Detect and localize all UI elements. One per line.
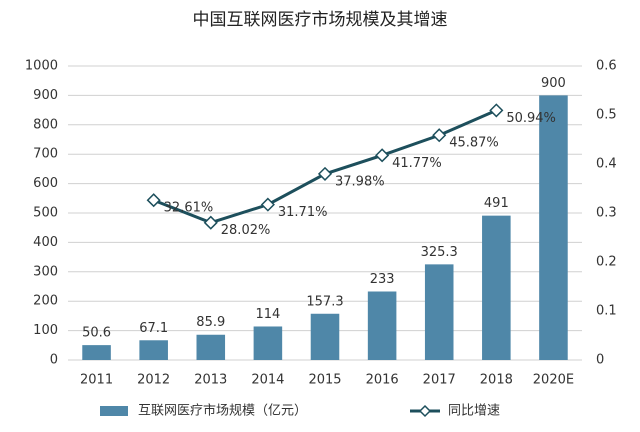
legend-swatch [100,406,128,416]
y-tick-label: 900 [33,88,58,103]
bar-value-label: 85.9 [196,315,225,330]
line-marker [432,128,447,143]
y2-tick-label: 0.5 [596,108,617,123]
bar [253,326,283,360]
y-tick-label: 700 [33,147,58,162]
y-tick-label: 0 [50,353,58,368]
x-tick-label: 2015 [308,373,341,388]
y2-tick-label: 0.3 [596,206,617,221]
bar-value-label: 325.3 [421,245,458,260]
y-tick-label: 400 [33,235,58,250]
x-tick-label: 2013 [194,373,227,388]
line-marker [260,197,275,212]
bar [139,340,168,360]
y2-tick-label: 0 [596,353,604,368]
chart-title: 中国互联网医疗市场规模及其增速 [193,10,448,30]
line-value-label: 50.94% [506,111,556,126]
line-marker [146,193,161,208]
bar [539,95,568,361]
x-tick-label: 2017 [423,373,456,388]
line-marker [489,103,504,118]
line-value-label: 32.61% [164,201,214,216]
y-tick-label: 800 [33,117,58,132]
legend-label: 同比增速 [448,404,500,419]
bar-value-label: 67.1 [139,321,168,336]
bar [196,334,226,360]
line-marker [203,215,218,230]
bar [482,215,511,360]
legend-label: 互联网医疗市场规模（亿元） [138,403,307,419]
y2-tick-label: 0.4 [596,157,617,172]
legend-marker [418,404,432,418]
bar [310,313,340,360]
y-tick-label: 300 [33,264,58,279]
x-tick-label: 2012 [137,373,170,388]
y-tick-label: 500 [33,206,58,221]
bar [424,264,454,360]
line-value-label: 37.98% [335,174,385,189]
bar-value-label: 900 [541,76,566,91]
y-tick-label: 600 [33,176,58,191]
y2-tick-label: 0.6 [596,59,617,74]
line-marker [317,166,333,181]
line-value-label: 28.02% [221,223,271,238]
y2-tick-label: 0.2 [596,255,617,270]
y-tick-label: 1000 [25,59,58,74]
line-marker [375,148,390,163]
x-tick-label: 2011 [80,373,113,388]
line-value-label: 45.87% [449,136,499,151]
bar [367,291,397,360]
bar-value-label: 491 [484,196,509,211]
bar-value-label: 114 [255,307,280,322]
y2-tick-label: 0.1 [596,304,617,319]
line-value-label: 41.77% [392,156,442,171]
y-tick-label: 100 [33,323,58,338]
x-tick-label: 2018 [480,373,513,388]
bar-value-label: 157.3 [306,294,343,309]
x-tick-label: 2016 [366,373,399,388]
bar-value-label: 233 [370,272,395,287]
y-tick-label: 200 [33,294,58,309]
line-value-label: 31.71% [278,205,328,220]
x-tick-label: 2014 [251,373,284,388]
bar [82,345,111,360]
x-tick-label: 2020E [533,373,574,388]
bar-value-label: 50.6 [82,326,111,341]
